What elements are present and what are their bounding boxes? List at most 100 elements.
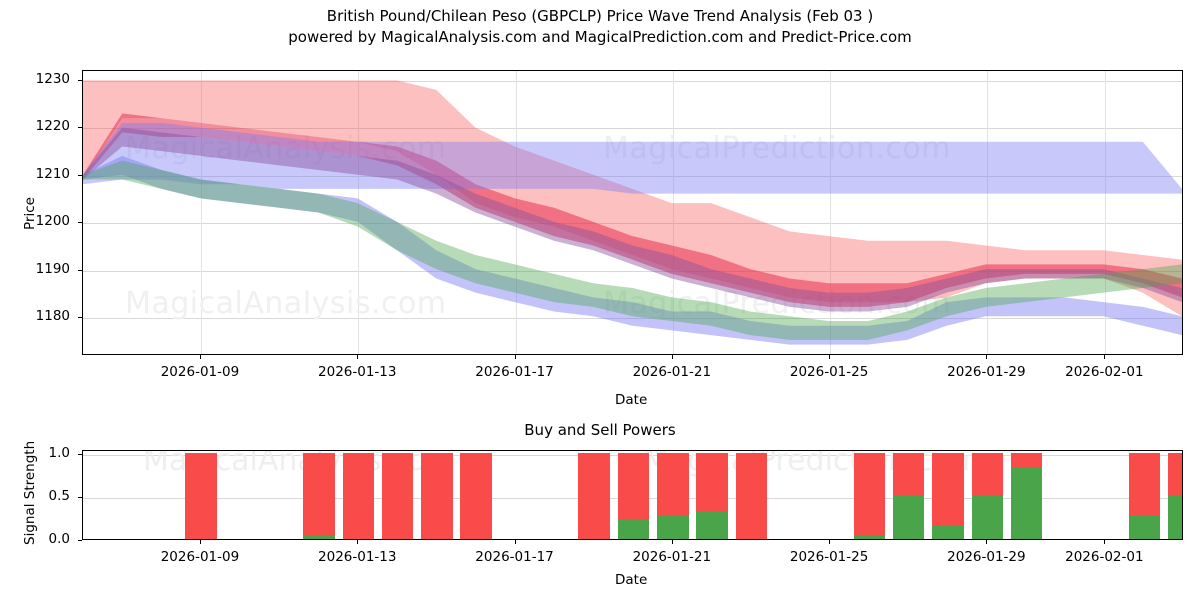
price-vertical-gridline <box>672 71 674 354</box>
signal-x-tick: 2026-02-01 <box>1065 549 1144 565</box>
signal-x-axis-label: Date <box>615 572 648 588</box>
signal-y-axis-label: Signal Strength <box>22 440 38 545</box>
signal-y-tick: 0.0 <box>48 531 70 547</box>
signal-bar <box>971 453 1004 539</box>
signal-x-tickmark <box>986 540 988 544</box>
buy-power-segment <box>696 510 728 539</box>
buy-power-segment <box>932 525 964 539</box>
sell-power-segment <box>421 453 453 539</box>
signal-bar <box>1168 453 1182 539</box>
buy-power-segment <box>1168 496 1182 539</box>
signal-x-tickmark <box>1104 540 1106 544</box>
sell-power-segment <box>971 453 1004 497</box>
sell-power-segment <box>696 453 728 511</box>
price-x-tickmark <box>986 355 988 359</box>
signal-y-tickmark <box>78 540 82 541</box>
price-x-tick: 2026-01-13 <box>318 364 397 380</box>
signal-bar <box>421 453 453 539</box>
buy-power-segment <box>657 515 689 539</box>
price-gridline <box>83 80 1182 82</box>
price-gridline <box>83 223 1182 224</box>
price-y-tick: 1200 <box>35 213 70 229</box>
signal-bar <box>893 453 925 539</box>
signal-x-tick: 2026-01-09 <box>160 549 240 565</box>
signal-bar <box>185 453 217 539</box>
sell-power-segment <box>735 453 768 539</box>
signal-chart-axes: MagicalAnalysis.com MagicalPrediction.co… <box>82 450 1183 540</box>
price-wave-bands <box>83 80 1182 345</box>
price-x-tickmark <box>514 355 516 359</box>
signal-bar <box>735 453 768 539</box>
sell-power-segment <box>1168 453 1182 497</box>
signal-x-tick: 2026-01-29 <box>947 549 1026 565</box>
price-y-tick: 1180 <box>35 308 70 324</box>
signal-x-tick: 2026-01-21 <box>632 549 712 565</box>
price-x-tick: 2026-01-09 <box>160 364 240 380</box>
price-vertical-gridline <box>1105 71 1107 354</box>
signal-bar <box>696 453 728 539</box>
signal-bar <box>932 453 964 539</box>
price-band-purple-core-band <box>83 127 1182 312</box>
price-gridline <box>83 270 1182 272</box>
signal-bar <box>1010 453 1043 539</box>
price-gridline <box>83 175 1182 177</box>
signal-x-tickmark <box>671 540 673 544</box>
price-x-tick: 2026-02-01 <box>1065 364 1144 380</box>
sell-power-segment <box>1128 453 1161 515</box>
signal-y-tickmark <box>78 497 82 499</box>
signal-bar <box>303 453 335 539</box>
figure-title-line1: British Pound/Chilean Peso (GBPCLP) Pric… <box>326 7 874 25</box>
buy-power-segment <box>893 496 925 539</box>
signal-y-tickmark <box>78 454 82 456</box>
price-x-tick: 2026-01-25 <box>789 364 869 380</box>
price-y-tickmark <box>78 79 82 81</box>
price-vertical-gridline <box>830 71 832 354</box>
sell-power-segment <box>578 453 610 539</box>
price-vertical-gridline <box>987 71 989 354</box>
signal-bar <box>578 453 610 539</box>
signal-x-tick: 2026-01-25 <box>789 549 869 565</box>
price-chart-axes: MagicalAnalysis.com MagicalPrediction.co… <box>82 70 1183 355</box>
buy-power-segment <box>1010 467 1043 539</box>
price-band-red-outer-band <box>83 80 1182 317</box>
price-band-red-inner-band <box>83 113 1182 307</box>
price-x-tickmark <box>199 355 201 359</box>
buy-power-segment <box>303 534 335 539</box>
sell-power-segment <box>657 453 689 515</box>
signal-bar <box>342 453 374 539</box>
price-y-tick: 1210 <box>35 165 70 182</box>
price-band-green-band <box>83 160 1182 340</box>
price-x-tick: 2026-01-21 <box>632 364 712 380</box>
signal-chart-title: Buy and Sell Powers <box>524 421 676 439</box>
sell-power-segment <box>303 453 335 535</box>
price-vertical-gridline <box>358 71 360 354</box>
price-y-axis-label: Price <box>22 197 38 230</box>
sell-power-segment <box>460 453 492 539</box>
price-y-tick: 1220 <box>35 118 70 134</box>
signal-x-tick: 2026-01-17 <box>475 549 554 565</box>
price-gridline <box>83 128 1182 129</box>
sell-power-segment <box>932 453 964 526</box>
price-y-tickmark <box>78 222 82 223</box>
signal-bar <box>853 453 886 539</box>
sell-power-segment <box>381 453 414 539</box>
price-x-tick: 2026-01-29 <box>947 364 1026 380</box>
price-y-tickmark <box>78 127 82 128</box>
price-y-tickmark <box>78 174 82 176</box>
sell-power-segment <box>185 453 217 539</box>
buy-power-segment <box>853 534 886 539</box>
price-x-tickmark <box>829 355 831 359</box>
signal-x-tick: 2026-01-13 <box>318 549 397 565</box>
signal-x-tickmark <box>829 540 831 544</box>
price-x-tickmark <box>1104 355 1106 359</box>
price-band-blue-wide-band <box>83 122 1182 194</box>
signal-bar <box>381 453 414 539</box>
sell-power-segment <box>853 453 886 535</box>
sell-power-segment <box>1010 453 1043 468</box>
price-y-tickmark <box>78 317 82 318</box>
price-band-blue-descending-band <box>83 155 1182 345</box>
sell-power-segment <box>617 453 650 521</box>
buy-power-segment <box>971 496 1004 539</box>
signal-x-tickmark <box>514 540 516 544</box>
figure-title-line2: powered by MagicalAnalysis.com and Magic… <box>288 28 912 46</box>
